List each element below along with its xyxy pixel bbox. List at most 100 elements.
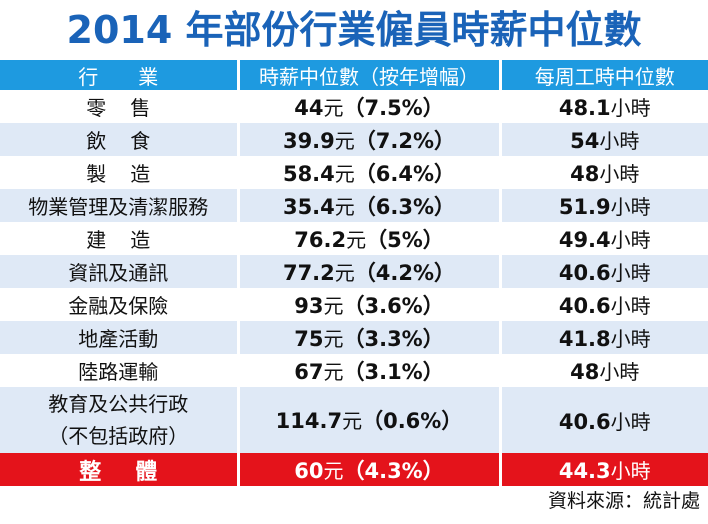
wage-unit: 元: [342, 409, 363, 433]
hours-unit: 小時: [610, 228, 651, 252]
hours-unit: 小時: [610, 261, 651, 285]
wage-unit: 元: [334, 128, 355, 153]
hours-value: 41.8: [558, 327, 611, 351]
table-row: 地產活動 75元（3.3%） 41.8小時: [0, 321, 708, 354]
hours-cell: 40.6小時: [500, 387, 708, 453]
hours-cell: 41.8小時: [500, 321, 708, 354]
hours-cell: 48.1小時: [500, 90, 708, 123]
page-title: 2014 年部份行業僱員時薪中位數: [66, 8, 642, 52]
wage-cell: 114.7元（0.6%）: [238, 387, 502, 453]
hours-value: 40.6: [558, 261, 611, 285]
hours-unit: 小時: [610, 96, 651, 120]
header-hourly-wage: 時薪中位數（按年增幅）: [238, 60, 502, 90]
wage-growth: （4.2%）: [354, 260, 456, 285]
wage-cell: 44元（7.5%）: [238, 90, 502, 123]
industry-cell: 地產活動: [0, 321, 240, 354]
wage-growth: （6.3%）: [354, 194, 456, 219]
hours-unit: 小時: [599, 360, 640, 384]
hours-unit: 小時: [599, 162, 640, 186]
wage-unit: 元: [334, 161, 355, 186]
hours-cell: 51.9小時: [500, 189, 708, 222]
wage-growth: （6.4%）: [354, 161, 456, 186]
total-hours-cell: 44.3小時: [500, 453, 708, 486]
table-row: 資訊及通訊 77.2元（4.2%） 40.6小時: [0, 255, 708, 288]
wage-unit: 元: [323, 359, 344, 384]
industry-label: 物業管理及清潔服務: [28, 195, 209, 219]
wage-unit: 元: [334, 260, 355, 285]
wage-growth: （5%）: [366, 227, 444, 252]
wage-cell: 58.4元（6.4%）: [238, 156, 502, 189]
industry-label: 資訊及通訊: [68, 261, 169, 285]
total-industry-cell: 整體: [0, 453, 240, 486]
hours-value: 48: [570, 162, 600, 186]
table-header-row: 行 業 時薪中位數（按年增幅） 每周工時中位數: [0, 60, 708, 90]
hours-value: 48.1: [558, 96, 611, 120]
total-wage-cell: 60元（4.3%）: [238, 453, 502, 486]
hours-value: 51.9: [558, 195, 611, 219]
hours-cell: 40.6小時: [500, 288, 708, 321]
wage-value: 58.4: [282, 161, 335, 186]
table-row: 教育及公共行政 （不包括政府） 114.7元（0.6%） 40.6小時: [0, 387, 708, 453]
wage-unit: 元: [323, 326, 344, 351]
wage-value: 76.2: [294, 227, 347, 252]
industry-label: 零售: [86, 96, 175, 120]
wage-value: 35.4: [282, 194, 335, 219]
industry-cell: 建造: [0, 222, 240, 255]
wage-value: 75: [294, 326, 324, 351]
industry-label: 建造: [86, 228, 175, 252]
table-row: 陸路運輸 67元（3.1%） 48小時: [0, 354, 708, 387]
table-row: 金融及保險 93元（3.6%） 40.6小時: [0, 288, 708, 321]
table-row: 零售 44元（7.5%） 48.1小時: [0, 90, 708, 123]
wage-growth: （0.6%）: [362, 409, 463, 433]
industry-label: 飲食: [86, 129, 175, 153]
hours-cell: 48小時: [500, 354, 708, 387]
table-row: 物業管理及清潔服務 35.4元（6.3%） 51.9小時: [0, 189, 708, 222]
wage-unit: 元: [323, 95, 344, 120]
table-row: 建造 76.2元（5%） 49.4小時: [0, 222, 708, 255]
hours-value: 54: [570, 129, 600, 153]
hours-value: 40.6: [558, 409, 611, 434]
header-weekly-hours: 每周工時中位數: [500, 60, 708, 90]
wage-growth: （3.6%）: [343, 293, 444, 318]
hours-cell: 40.6小時: [500, 255, 708, 288]
wage-value: 77.2: [282, 260, 335, 285]
total-row: 整體 60元（4.3%） 44.3小時: [0, 453, 708, 486]
industry-label: 製造: [86, 162, 175, 186]
source-note: 資料來源：統計處: [547, 490, 700, 512]
hours-unit: 小時: [610, 294, 651, 318]
industry-cell: 零售: [0, 90, 240, 123]
total-wage-value: 60: [294, 458, 324, 483]
total-label: 整體: [79, 459, 192, 485]
total-hours-value: 44.3: [558, 459, 611, 483]
wage-cell: 77.2元（4.2%）: [238, 255, 502, 288]
wage-value: 67: [294, 359, 324, 384]
industry-cell: 物業管理及清潔服務: [0, 189, 240, 222]
industry-label: 金融及保險: [68, 294, 169, 318]
wage-value: 93: [294, 293, 324, 318]
wage-cell: 76.2元（5%）: [238, 222, 502, 255]
wage-cell: 39.9元（7.2%）: [238, 123, 502, 156]
industry-cell: 金融及保險: [0, 288, 240, 321]
hours-unit: 小時: [599, 129, 640, 153]
industry-label: 地產活動: [78, 327, 159, 351]
hours-unit: 小時: [610, 195, 651, 219]
hours-cell: 48小時: [500, 156, 708, 189]
wage-growth: （7.2%）: [354, 128, 456, 153]
header-industry: 行 業: [0, 60, 240, 90]
wage-growth: （3.3%）: [343, 326, 444, 351]
industry-cell: 陸路運輸: [0, 354, 240, 387]
wage-value: 39.9: [282, 128, 335, 153]
wage-value: 114.7: [275, 409, 343, 433]
table-row: 製造 58.4元（6.4%） 48小時: [0, 156, 708, 189]
industry-cell: 教育及公共行政 （不包括政府）: [0, 387, 240, 453]
industry-label-note: （不包括政府）: [48, 424, 189, 448]
hours-unit: 小時: [610, 409, 651, 434]
total-wage-growth: （4.3%）: [343, 458, 444, 483]
wage-unit: 元: [346, 227, 367, 252]
wage-unit: 元: [323, 293, 344, 318]
industry-cell: 飲食: [0, 123, 240, 156]
industry-cell: 製造: [0, 156, 240, 189]
wage-table: 行 業 時薪中位數（按年增幅） 每周工時中位數 零售 44元（7.5%） 48.…: [0, 60, 708, 486]
hours-cell: 49.4小時: [500, 222, 708, 255]
table-row: 飲食 39.9元（7.2%） 54小時: [0, 123, 708, 156]
